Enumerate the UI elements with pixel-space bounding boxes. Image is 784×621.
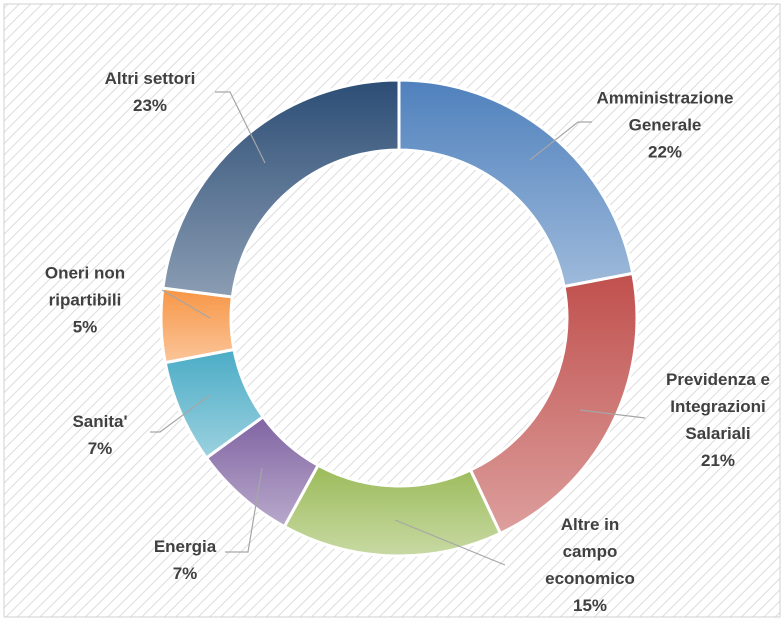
slice-shade (206, 416, 319, 527)
category-label: Energia (153, 537, 217, 556)
category-label: Altri settori (104, 69, 196, 88)
value-label: 21% (700, 451, 736, 470)
leader-line (150, 394, 211, 433)
value-label: 7% (172, 564, 198, 583)
value-label: 7% (87, 439, 113, 458)
data-label: Amministrazione Generale 22% (595, 85, 735, 166)
category-label: Altre in campo economico (545, 515, 635, 588)
slice-shade (165, 349, 264, 458)
slice-shade (399, 80, 633, 287)
leader-line (225, 467, 263, 553)
data-label: Altre in campo economico 15% (535, 511, 645, 619)
data-label: Energia 7% (110, 533, 260, 587)
slice-shade (284, 465, 501, 556)
category-label: Oneri non ripartibili (44, 263, 126, 310)
value-label: 23% (132, 96, 168, 115)
leader-line (394, 519, 506, 566)
slice-shade (162, 80, 399, 297)
value-label: 22% (647, 142, 683, 162)
leader-line (579, 409, 646, 419)
slice-shade (160, 288, 234, 363)
leader-line (215, 91, 266, 164)
slice-shade (470, 273, 637, 534)
leader-line (529, 121, 592, 161)
category-label: Amministrazione Generale (596, 88, 734, 135)
leader-line (161, 289, 211, 319)
data-label: Oneri non ripartibili 5% (30, 260, 140, 341)
data-label: Sanita' 7% (25, 408, 175, 462)
data-label: Altri settori 23% (75, 65, 225, 119)
data-label: Previdenza e Integrazioni Salariali 21% (653, 366, 783, 474)
value-label: 15% (572, 596, 608, 615)
category-label: Previdenza e Integrazioni Salariali (666, 370, 770, 443)
category-label: Sanita' (72, 412, 128, 431)
value-label: 5% (72, 317, 98, 337)
